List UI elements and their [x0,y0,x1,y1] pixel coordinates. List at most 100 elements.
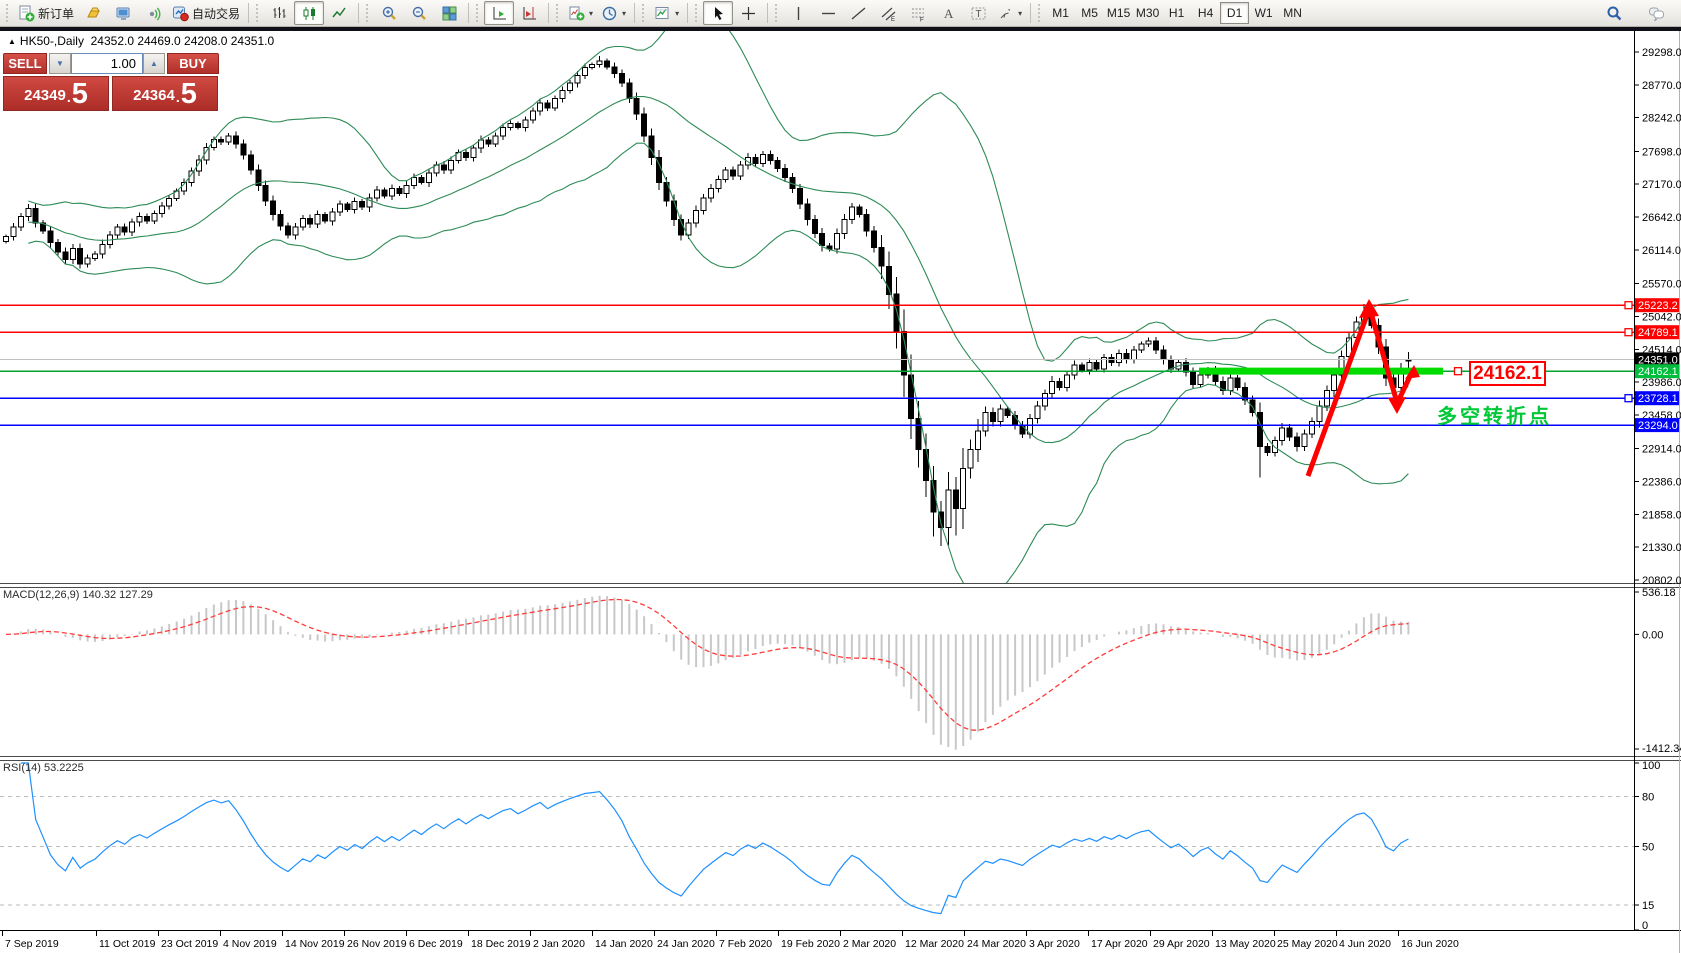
indicators-button[interactable]: ▾ [564,1,597,25]
hosting-button[interactable] [108,1,138,25]
candle-body [1056,380,1063,388]
candle-body [1101,357,1108,370]
fibonacci-tool-button[interactable]: F [903,1,933,25]
buy-price-display[interactable]: 24364 . 5 [112,76,218,111]
templates-button[interactable]: ▾ [650,1,683,25]
chevron-down-icon[interactable]: ▾ [1018,8,1023,18]
cursor-button[interactable] [703,1,734,25]
candle-body [1153,340,1160,351]
tf-m5-button[interactable]: M5 [1075,2,1104,24]
turning-point-annotation[interactable]: 多空转折点 [1437,406,1552,428]
chat-button[interactable] [1641,1,1671,25]
new-order-button[interactable]: 新订单 [14,1,78,25]
candle-body [730,169,737,177]
rsi-axis[interactable]: 100 80 50 15 0 [1634,760,1660,932]
gold-button[interactable] [78,1,108,25]
channel-tool-button[interactable]: E [873,1,903,25]
zoom-out-button[interactable] [404,1,434,25]
candle-body [418,176,425,183]
sell-button[interactable]: SELL [3,53,47,74]
candles-chart-button[interactable] [294,1,325,25]
auto-scroll-button[interactable] [484,1,515,25]
candle-body [1242,387,1249,401]
candle-body [1219,380,1226,392]
tf-mn-button[interactable]: MN [1278,2,1307,24]
volume-up-button[interactable]: ▲ [143,53,165,74]
candle-body [351,201,358,211]
candle-body [1249,399,1256,413]
candle-body [923,449,930,482]
candle-body [782,168,789,178]
tf-m30-button[interactable]: M30 [1133,2,1162,24]
candle-body [1190,371,1197,385]
zoom-out-icon [412,6,426,20]
candle-body [648,135,655,159]
pane-separators[interactable] [0,31,1681,953]
text-tool-button[interactable]: A [933,1,963,25]
support-trendline[interactable] [1199,367,1463,376]
bars-chart-button[interactable] [264,1,294,25]
hline-tool-button[interactable] [813,1,843,25]
candle-body [685,222,692,236]
tf-m1-button[interactable]: M1 [1046,2,1075,24]
crosshair-button[interactable] [733,1,763,25]
buy-button[interactable]: BUY [167,53,219,74]
candle-body [129,221,136,233]
volume-down-button[interactable]: ▼ [49,53,71,74]
label-tool-button[interactable]: T [963,1,993,25]
signals-button[interactable] [138,1,168,25]
date-axis[interactable]: 7 Sep 2019 11 Oct 2019 23 Oct 2019 4 Nov 20… [2,931,1459,950]
candle-body [500,127,507,137]
candle-body [299,217,306,228]
line-chart-button[interactable] [324,1,354,25]
search-button[interactable] [1599,1,1629,25]
zoom-in-button[interactable] [374,1,404,25]
date-tick-label: 6 Dec 2019 [409,938,463,950]
candle-body [581,66,588,77]
chevron-down-icon[interactable]: ▾ [622,8,627,18]
sell-price-pips: 5 [71,78,88,110]
chart-shift-button[interactable] [514,1,544,25]
chevron-down-icon[interactable]: ▾ [675,8,680,18]
candle-body [952,489,959,510]
tf-m15-button[interactable]: M15 [1104,2,1133,24]
hline-handle [1624,328,1633,337]
tf-h1-button[interactable]: H1 [1162,2,1191,24]
price-axis[interactable]: 29298.0 28770.0 28242.0 27698.0 27170.0 26642… [1624,47,1681,587]
search-icon [1607,6,1621,20]
date-tick-label: 18 Dec 2019 [471,938,531,950]
vline-tool-button[interactable] [783,1,813,25]
tf-w1-button[interactable]: W1 [1249,2,1278,24]
periods-button[interactable]: ▾ [597,1,630,25]
candle-body [715,178,722,190]
macd-axis[interactable]: 536.18 0.00 -1412.34 [1634,587,1681,755]
tile-windows-button[interactable] [434,1,464,25]
arrows-tool-button[interactable]: ▾ [993,1,1026,25]
price-tick-label: 29298.0 [1642,47,1681,59]
zigzag-arrow-annotation[interactable] [1305,299,1420,477]
textA-icon: A [944,6,954,21]
price-line-label-bg [1635,325,1679,340]
tf-h4-button[interactable]: H4 [1191,2,1220,24]
trendline-tool-button[interactable] [843,1,873,25]
candle-body [1116,352,1122,364]
trendline-icon [851,6,866,20]
price-annotation-box[interactable]: 24162.1 [1469,361,1546,386]
rsi-indicator-label: RSI(14) 53.2225 [3,762,84,774]
candle-body [1108,357,1115,364]
candle-body [492,135,499,145]
chevron-down-icon[interactable]: ▾ [589,8,594,18]
price-line-label-bg [1635,352,1679,367]
toolbar-grip [476,4,481,22]
autotrading-button[interactable]: 自动交易 [168,1,244,25]
candle-body [522,119,529,129]
tf-d1-button[interactable]: D1 [1220,2,1250,24]
sell-price-display[interactable]: 24349 . 5 [3,76,109,111]
tf-d1-button-label: D1 [1226,6,1243,20]
volume-input[interactable] [71,53,143,74]
candle-body [411,176,418,186]
price-tick-label: 27698.0 [1642,146,1681,158]
candle-body [967,449,974,469]
chart-title: ▲ HK50-,Daily 24352.0 24469.0 24208.0 243… [8,34,274,48]
